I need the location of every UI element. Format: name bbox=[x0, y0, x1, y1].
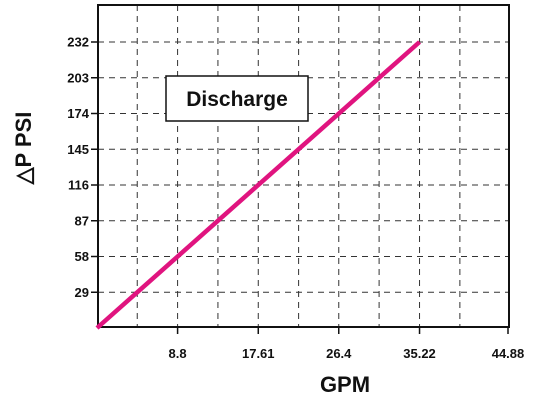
y-tick-label: 29 bbox=[75, 285, 89, 300]
x-tick-label: 8.8 bbox=[169, 346, 187, 361]
y-tick-label: 174 bbox=[67, 106, 89, 121]
x-tick-label: 26.4 bbox=[326, 346, 352, 361]
series-line bbox=[95, 40, 422, 330]
y-tick-label: 58 bbox=[75, 249, 89, 264]
tick-marks bbox=[91, 41, 509, 334]
y-tick-label: 232 bbox=[67, 35, 89, 50]
x-axis-title: GPM bbox=[320, 372, 370, 397]
x-tick-label: 35.22 bbox=[403, 346, 436, 361]
x-tick-labels: 8.8 17.61 26.4 35.22 44.88 bbox=[169, 346, 525, 361]
y-tick-label: 87 bbox=[75, 213, 89, 228]
x-tick-label: 44.88 bbox=[492, 346, 525, 361]
grid-lines bbox=[98, 5, 509, 327]
plot-frame bbox=[97, 4, 510, 328]
series-group bbox=[95, 40, 422, 330]
annotation-box bbox=[165, 75, 309, 122]
x-tick-label: 17.61 bbox=[242, 346, 275, 361]
y-tick-label: 116 bbox=[68, 178, 89, 193]
y-tick-label: 145 bbox=[67, 142, 89, 157]
y-tick-label: 203 bbox=[67, 70, 89, 85]
y-axis-title: △P PSI bbox=[11, 112, 36, 186]
y-tick-labels: 29 58 87 116 145 174 203 232 bbox=[67, 35, 89, 300]
annotation-label: Discharge bbox=[186, 88, 288, 111]
